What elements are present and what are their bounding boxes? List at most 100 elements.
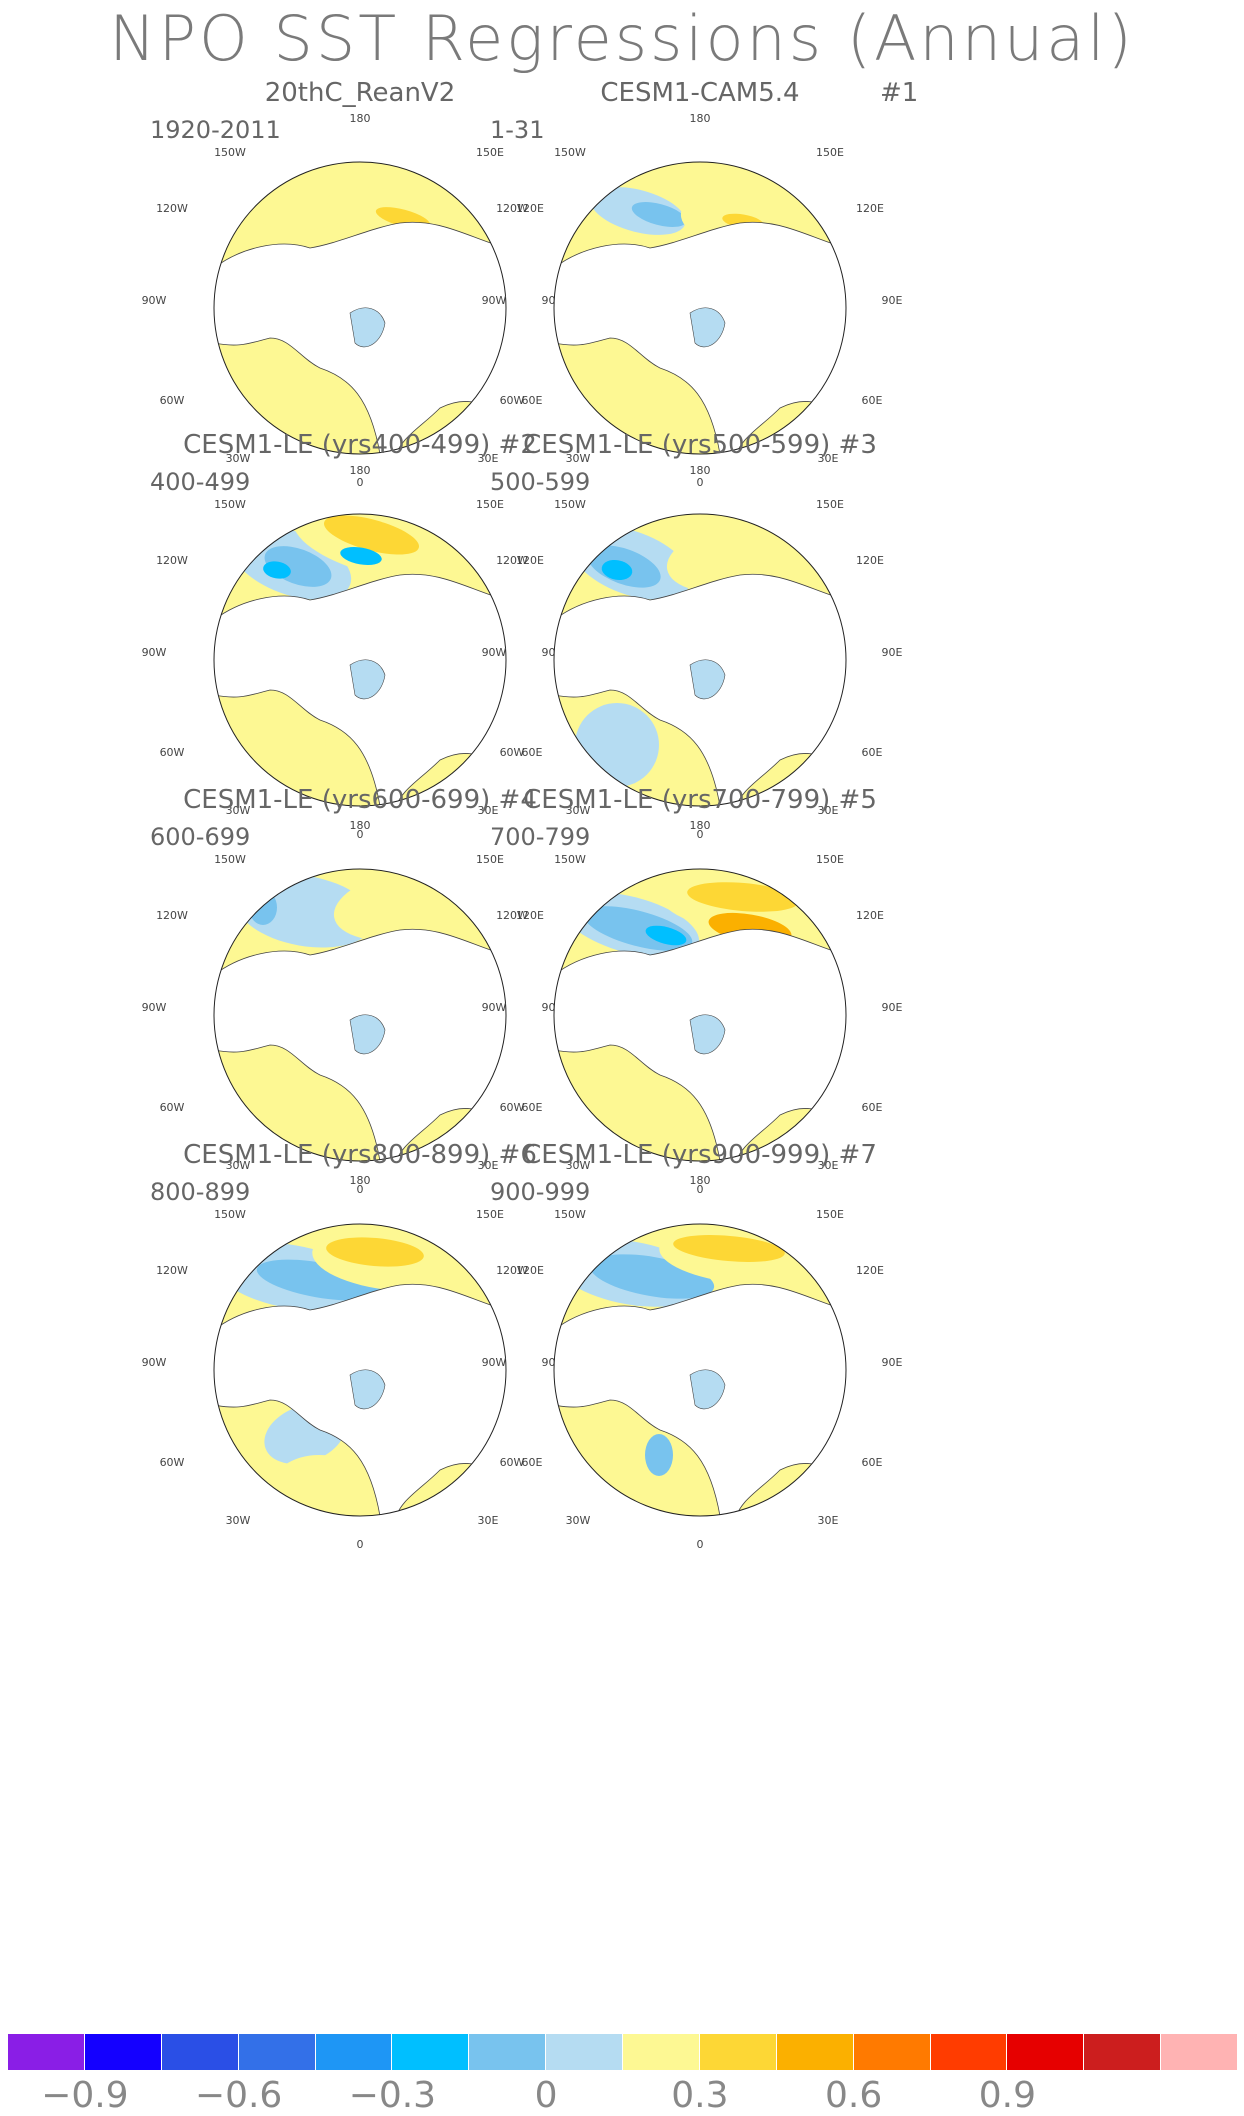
longitude-label: 90E [882,646,903,659]
panel-period: 600-699 [150,823,251,851]
longitude-label: 120E [516,554,544,567]
longitude-label: 30W [566,1159,591,1172]
arctic-ocean [349,1014,386,1055]
longitude-label: 60W [500,746,525,759]
longitude-label: 180 [350,112,371,125]
arctic-ocean [349,1369,386,1410]
longitude-label: 150W [214,853,246,866]
longitude-label: 180 [350,464,371,477]
colorbar-swatch [546,2034,623,2070]
colorbar-swatch [1161,2034,1238,2070]
map-boundary [553,1223,847,1517]
arctic-ocean [689,307,726,348]
longitude-label: 30E [478,1159,499,1172]
anomaly-region [575,1058,687,1142]
anomaly-region [575,703,659,787]
longitude-label: 120E [516,909,544,922]
longitude-label: 180 [690,1174,711,1187]
colorbar-label: 0 [534,2075,558,2116]
longitude-label: 30E [478,1514,499,1527]
longitude-label: 180 [690,112,711,125]
longitude-label: 120W [496,909,528,922]
longitude-label: 60E [862,1456,883,1469]
anomaly-region [601,559,633,581]
longitude-label: 120W [156,1264,188,1277]
longitude-label: 90W [142,1001,167,1014]
longitude-label: 30W [226,452,251,465]
longitude-label: 120W [156,554,188,567]
arctic-ocean [689,1014,726,1055]
longitude-label: 180 [690,819,711,832]
longitude-label: 120W [496,554,528,567]
colorbar-swatch [1007,2034,1085,2070]
map-panel: CESM1-LE (yrs600-699) #4 600-699 180 150E 12… [142,785,610,1265]
longitude-label: 90W [482,1001,507,1014]
longitude-label: 60W [160,394,185,407]
anomaly-region [340,546,382,566]
panel-title: CESM1-LE (yrs700-799) #5 [523,785,877,815]
longitude-label: 0 [357,476,364,489]
anomaly-region [269,1454,368,1516]
longitude-label: 30W [566,804,591,817]
longitude-label: 60E [522,394,543,407]
anomaly-region [645,925,687,946]
longitude-label: 60E [522,1101,543,1114]
map-panel: CESM1-LE (yrs900-999) #7 900-999 180 150E 12… [482,1140,950,1620]
longitude-label: 120E [516,202,544,215]
longitude-label: 90E [882,1001,903,1014]
colorbar-label: 0.6 [824,2075,883,2116]
longitude-label: 150E [816,146,844,159]
figure-title: NPO SST Regressions (Annual) [109,2,1135,75]
panel-title: CESM1-LE (yrs400-499) #2 [183,430,537,460]
panel-period: 500-599 [490,468,591,496]
longitude-label: 30E [478,452,499,465]
longitude-label: 120E [516,1264,544,1277]
map-panel: CESM1-CAM5.4 #1 1-31 180 150E 120E 90E 60E 30E 0 3… [482,78,950,558]
longitude-label: 0 [357,1538,364,1551]
longitude-label: 150W [214,146,246,159]
colorbar-swatch [161,2034,239,2070]
colorbar-swatch [392,2034,470,2070]
longitude-label: 30E [478,804,499,817]
colorbar-swatch [238,2034,316,2070]
longitude-label: 60E [522,746,543,759]
anomaly-region [263,561,291,579]
longitude-label: 150E [476,146,504,159]
colorbar-swatch [853,2034,931,2070]
longitude-label: 0 [357,1183,364,1196]
longitude-label: 150W [554,146,586,159]
arctic-ocean [689,1369,726,1410]
longitude-label: 0 [697,828,704,841]
map-boundary [553,868,847,1162]
colorbar-label: −0.3 [348,2075,437,2116]
longitude-label: 60W [160,746,185,759]
colorbar-labels: −0.9 −0.6 −0.3 0 0.3 0.6 0.9 [8,2075,1238,2116]
longitude-label: 0 [697,1183,704,1196]
longitude-label: 60W [160,1101,185,1114]
colorbar-swatch [469,2034,547,2070]
longitude-label: 90W [142,294,167,307]
longitude-label: 30W [566,452,591,465]
longitude-label: 60E [862,394,883,407]
longitude-label: 150E [816,1208,844,1221]
longitude-label: 60E [862,746,883,759]
longitude-label: 150W [214,1208,246,1221]
longitude-label: 150W [214,498,246,511]
longitude-label: 60W [500,1456,525,1469]
map-boundary [213,513,507,807]
longitude-label: 150W [554,498,586,511]
map-boundary [213,161,507,455]
anomaly-region [673,1235,785,1262]
longitude-label: 120E [856,202,884,215]
longitude-label: 90E [882,1356,903,1369]
panel-number: #1 [880,78,919,108]
colorbar-swatch [84,2034,162,2070]
longitude-label: 0 [697,1538,704,1551]
panel-period: 400-499 [150,468,251,496]
map-panel: CESM1-LE (yrs400-499) #2 400-499 180 150E 12… [142,430,610,910]
